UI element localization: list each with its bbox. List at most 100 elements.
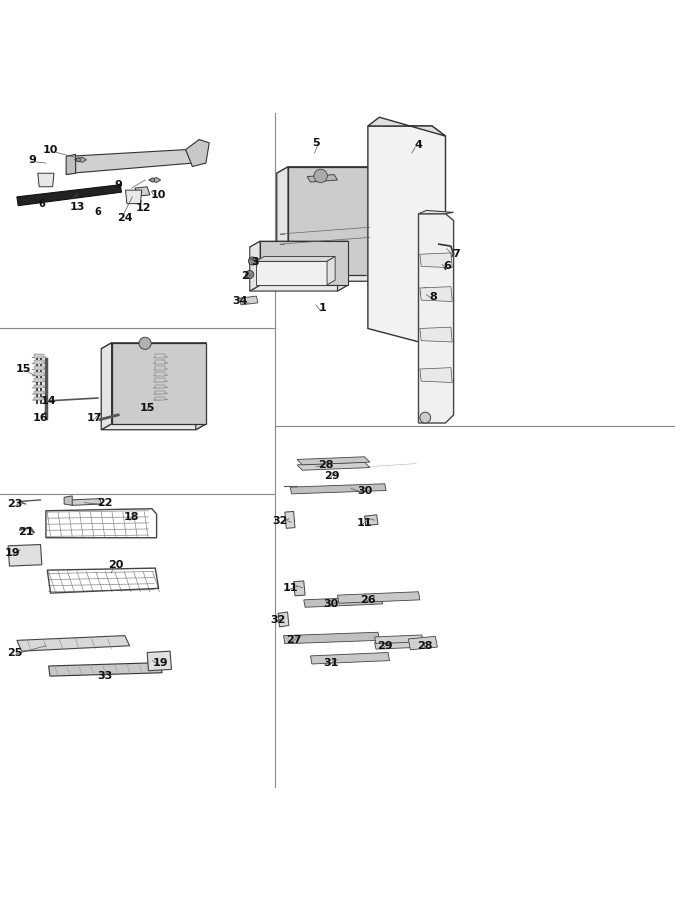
Polygon shape (66, 155, 76, 175)
Circle shape (421, 288, 430, 297)
Text: 21: 21 (18, 527, 33, 537)
Text: 16: 16 (32, 412, 49, 423)
Bar (155, 397, 165, 400)
Polygon shape (256, 261, 327, 285)
Polygon shape (250, 241, 260, 291)
Polygon shape (420, 327, 452, 342)
Polygon shape (49, 662, 162, 676)
Polygon shape (38, 173, 54, 187)
Text: 7: 7 (452, 249, 460, 259)
Text: 8: 8 (429, 292, 437, 302)
Circle shape (76, 158, 80, 162)
Bar (34, 397, 44, 400)
Text: 5: 5 (312, 138, 320, 148)
Text: 4: 4 (414, 140, 423, 150)
Polygon shape (260, 241, 348, 285)
Polygon shape (277, 274, 383, 281)
Bar (34, 391, 44, 394)
Polygon shape (101, 424, 206, 430)
Text: 30: 30 (323, 598, 338, 609)
Text: 29: 29 (377, 641, 393, 651)
Polygon shape (420, 253, 452, 268)
Polygon shape (148, 177, 161, 183)
Text: 32: 32 (271, 615, 286, 626)
Circle shape (151, 178, 155, 182)
Polygon shape (126, 190, 142, 203)
Polygon shape (375, 641, 423, 649)
Text: 34: 34 (232, 296, 247, 307)
Polygon shape (64, 496, 72, 506)
Polygon shape (68, 149, 192, 173)
Polygon shape (17, 184, 122, 205)
Polygon shape (186, 140, 209, 166)
Polygon shape (294, 581, 305, 596)
Polygon shape (8, 544, 42, 566)
Polygon shape (408, 636, 437, 650)
Circle shape (420, 412, 431, 423)
Polygon shape (297, 463, 370, 470)
Polygon shape (240, 296, 258, 305)
Text: 1: 1 (319, 303, 327, 313)
Text: 19: 19 (153, 658, 169, 668)
Polygon shape (364, 515, 378, 526)
Polygon shape (310, 652, 389, 664)
Polygon shape (338, 592, 420, 603)
Bar (155, 379, 165, 382)
Circle shape (139, 338, 151, 349)
Text: 22: 22 (97, 498, 112, 508)
Bar (155, 373, 165, 376)
Polygon shape (147, 652, 171, 670)
Polygon shape (368, 126, 446, 346)
Polygon shape (250, 285, 348, 291)
Polygon shape (285, 511, 295, 528)
Text: 15: 15 (16, 364, 31, 374)
Text: 30: 30 (357, 485, 372, 496)
Bar (34, 384, 44, 388)
Polygon shape (307, 175, 338, 182)
Text: 19: 19 (4, 548, 20, 558)
Text: 15: 15 (140, 403, 155, 413)
Polygon shape (196, 343, 206, 430)
Polygon shape (284, 632, 379, 644)
Polygon shape (278, 612, 289, 626)
Bar (155, 391, 165, 394)
Polygon shape (418, 211, 454, 214)
Text: 20: 20 (109, 560, 124, 570)
Bar (34, 379, 44, 382)
Text: 13: 13 (70, 202, 85, 212)
Text: 9: 9 (114, 180, 122, 191)
Polygon shape (250, 241, 348, 248)
Bar (155, 360, 165, 364)
Text: 24: 24 (117, 213, 133, 223)
Text: 32: 32 (273, 516, 288, 526)
Text: 27: 27 (286, 635, 301, 645)
Polygon shape (74, 158, 86, 162)
Polygon shape (71, 499, 101, 506)
Polygon shape (111, 343, 206, 424)
Circle shape (248, 257, 256, 265)
Bar (155, 354, 165, 357)
Text: 2: 2 (241, 271, 249, 281)
Text: 6: 6 (443, 261, 451, 272)
Bar (155, 366, 165, 370)
Text: 33: 33 (97, 671, 112, 681)
Text: 3: 3 (251, 257, 259, 267)
Bar (34, 354, 44, 357)
Polygon shape (420, 367, 452, 382)
Polygon shape (135, 187, 150, 196)
Text: 18: 18 (124, 512, 139, 523)
Text: 31: 31 (323, 658, 338, 668)
Polygon shape (277, 166, 383, 173)
Circle shape (314, 169, 327, 183)
Polygon shape (338, 241, 348, 291)
Polygon shape (297, 457, 370, 464)
Polygon shape (290, 484, 386, 494)
Text: 10: 10 (43, 145, 58, 155)
Text: 17: 17 (87, 412, 102, 423)
Text: 29: 29 (324, 471, 340, 481)
Text: 6: 6 (95, 207, 101, 218)
Circle shape (246, 271, 254, 279)
Text: 26: 26 (360, 595, 376, 605)
Polygon shape (101, 343, 111, 430)
Bar (155, 384, 165, 388)
